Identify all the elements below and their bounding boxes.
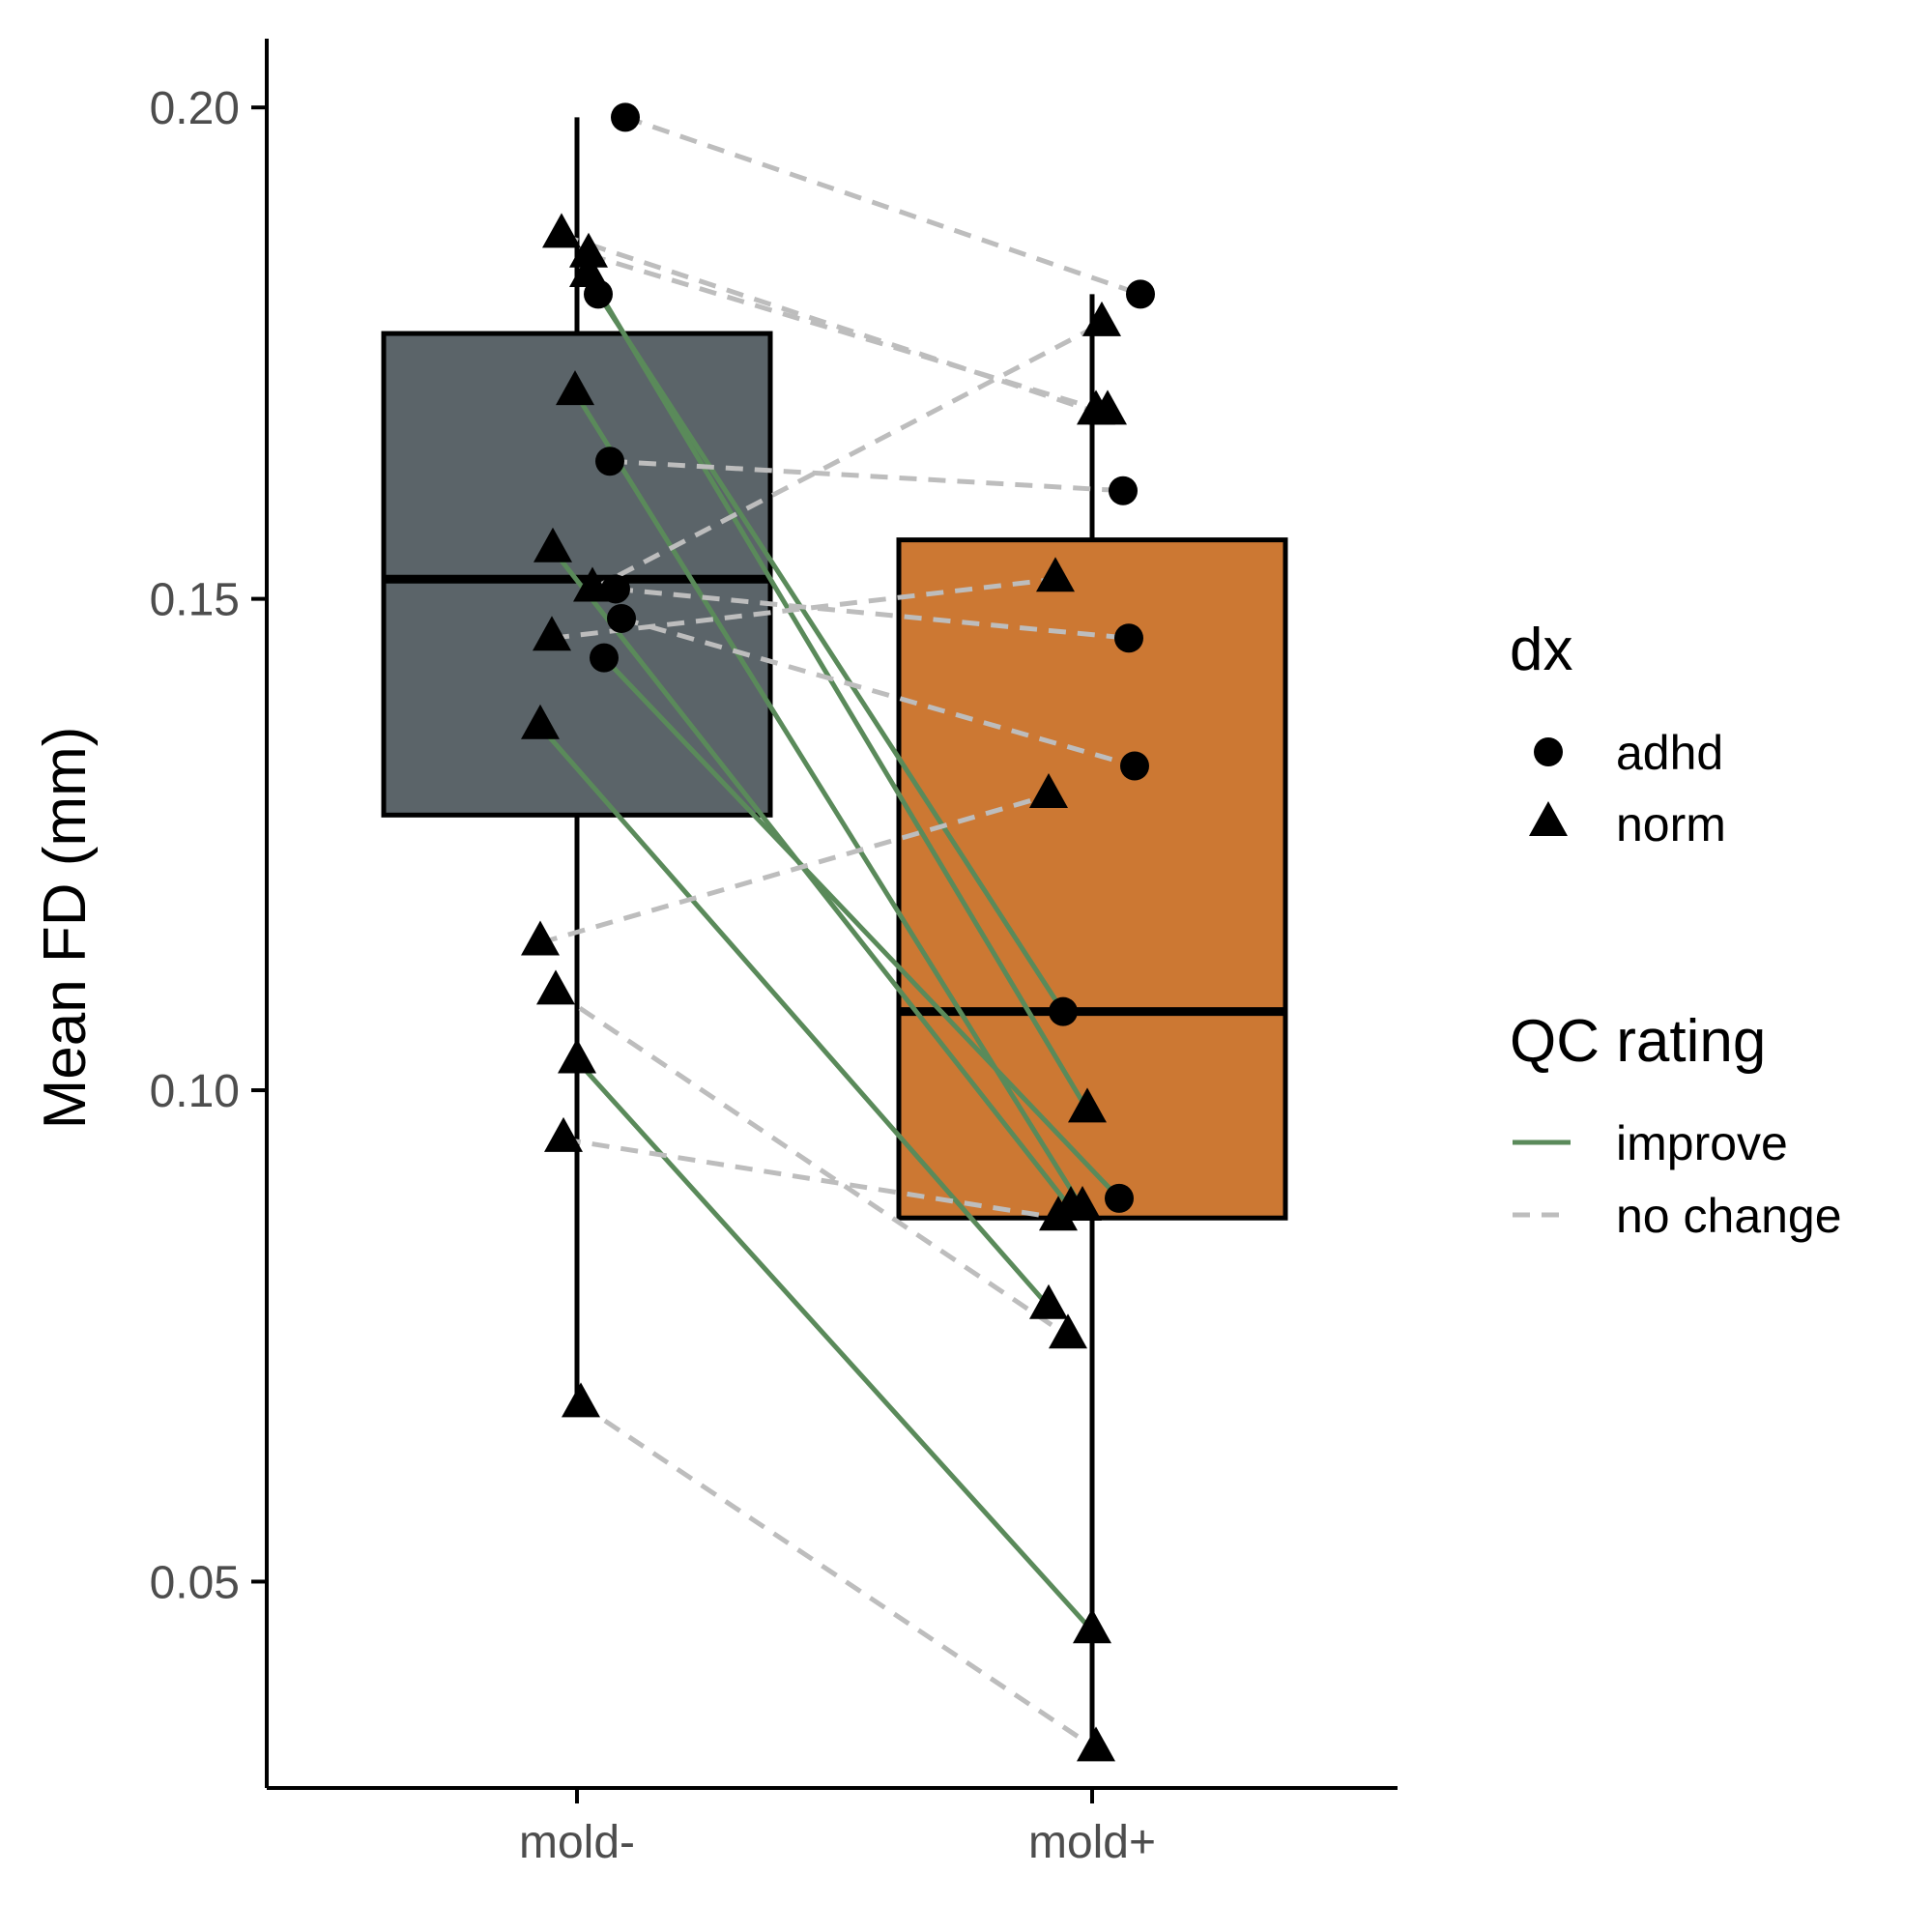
data-point-norm [533,527,572,562]
data-point-adhd [601,574,630,604]
x-tick-label: mold+ [1028,1817,1156,1868]
data-point-norm [542,213,581,248]
data-point-adhd [607,603,636,633]
data-point-norm [544,1116,583,1152]
data-point-norm [1088,389,1127,425]
pair-line [602,655,1121,1200]
legend-label: improve [1616,1116,1788,1170]
data-point-norm [1068,1087,1107,1123]
data-point-adhd [1120,751,1149,781]
points-layer [521,102,1155,1762]
pair-line [586,273,1090,1111]
data-point-norm [569,232,608,268]
pair-line [551,576,1056,641]
pair-line [591,321,1104,591]
data-point-adhd [611,102,640,132]
pair-line [539,793,1050,945]
y-ticks: 0.05 0.10 0.15 0.20 [150,83,267,1608]
legend-key-adhd [1534,737,1563,766]
x-ticks: mold-mold+ [519,1788,1156,1868]
pair-line [620,616,1136,768]
data-point-norm [569,252,608,288]
pair-line [595,293,1066,1014]
data-point-norm [556,370,594,406]
boxes-layer [381,117,1288,1749]
data-point-norm [1036,557,1075,592]
data-point-norm [1039,1196,1078,1231]
legend-label: no change [1616,1189,1842,1243]
box [381,331,773,818]
legend-title-dx: dx [1510,617,1572,683]
pair-line [538,725,1051,1309]
data-point-norm [1029,1283,1068,1319]
data-point-adhd [1126,279,1155,309]
data-point-norm [1029,772,1068,808]
data-point-norm [536,969,575,1005]
pair-line [579,1402,1098,1751]
data-point-adhd [1114,623,1143,653]
legend-title-qc: QC rating [1510,1008,1766,1075]
legend-label: adhd [1616,726,1723,780]
pair-line [562,1137,1059,1221]
pair-lines-layer [538,114,1141,1751]
data-point-norm [562,1382,600,1418]
y-tick-label: 0.05 [150,1557,240,1608]
pair-line [554,990,1070,1339]
data-point-norm [1073,1608,1111,1644]
data-point-norm [558,1038,596,1074]
y-tick-label: 0.15 [150,575,240,626]
data-point-norm [1082,301,1121,336]
data-point-norm [1049,1313,1087,1349]
data-point-adhd [590,643,619,673]
pair-line [588,252,1109,415]
y-axis-title: Mean FD (mm) [32,727,99,1130]
data-point-norm [1077,1726,1115,1762]
legend-key-norm [1529,801,1568,836]
data-point-adhd [1109,476,1138,505]
x-tick-label: mold- [519,1817,635,1868]
y-tick-label: 0.10 [150,1066,240,1117]
data-point-norm [533,616,571,651]
data-point-adhd [1105,1183,1134,1213]
axes-layer: 0.05 0.10 0.15 0.20 mold-mold+ Mean FD (mm) [32,39,1398,1868]
data-point-norm [521,920,560,956]
y-tick-label: 0.20 [150,83,240,134]
pair-line [624,114,1141,297]
data-point-norm [521,704,560,739]
data-point-adhd [595,447,624,476]
data-point-adhd [1049,996,1078,1026]
legend-label: norm [1616,797,1726,851]
